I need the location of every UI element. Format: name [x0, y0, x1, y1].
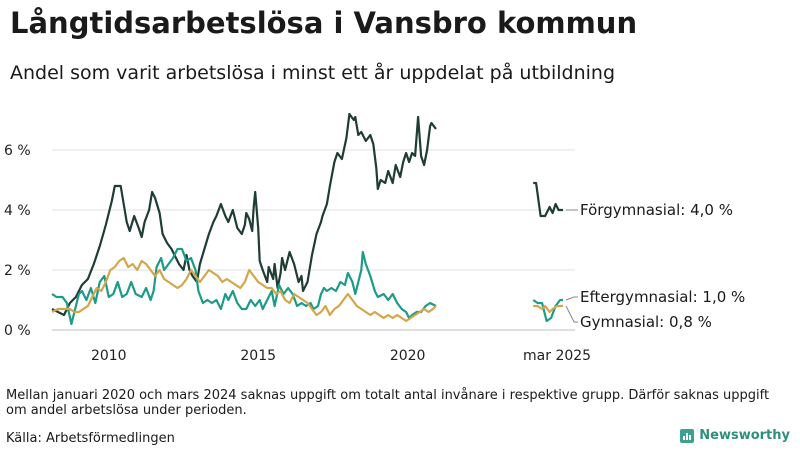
x-axis: 2010 2015 2020 mar 2025 — [91, 348, 591, 364]
series-line-gymnasial — [533, 304, 563, 314]
series-line-gymnasial — [51, 256, 437, 323]
end-label-förgymnasial: Förgymnasial: 4,0 % — [580, 201, 733, 219]
label-leader-line — [565, 296, 579, 301]
series-lines — [51, 112, 563, 326]
y-axis: 0 % 2 % 4 % 6 % — [4, 143, 31, 339]
x-tick-label: mar 2025 — [523, 348, 591, 364]
label-leader-line — [565, 305, 579, 323]
newsworthy-logo: Newsworthy — [680, 428, 790, 443]
series-line-eftergymnasial — [51, 247, 437, 326]
y-tick-label: 4 % — [4, 203, 31, 219]
series-line-förgymnasial — [51, 112, 437, 317]
line-chart: 0 % 2 % 4 % 6 % 2010 2015 2020 mar 2025 Förgym… — [4, 112, 745, 364]
x-tick-label: 2015 — [240, 348, 276, 364]
series-line-förgymnasial — [533, 181, 563, 218]
y-tick-label: 2 % — [4, 263, 31, 279]
x-tick-label: 2020 — [390, 348, 426, 364]
x-tick-label: 2010 — [91, 348, 127, 364]
series-line-eftergymnasial — [532, 298, 563, 323]
series-end-labels: Förgymnasial: 4,0 % Eftergymnasial: 1,0 %… — [565, 201, 745, 331]
bar-chart-icon — [680, 428, 695, 443]
y-tick-label: 0 % — [4, 323, 31, 339]
chart-title: Långtidsarbetslösa i Vansbro kommun — [10, 6, 638, 40]
y-tick-label: 6 % — [4, 143, 31, 159]
source-text: Källa: Arbetsförmedlingen — [6, 431, 175, 446]
footnote: Mellan januari 2020 och mars 2024 saknas… — [6, 388, 770, 418]
brand-name: Newsworthy — [699, 428, 790, 443]
end-label-gymnasial: Gymnasial: 0,8 % — [580, 313, 712, 331]
chart-subtitle: Andel som varit arbetslösa i minst ett å… — [10, 62, 616, 84]
end-label-eftergymnasial: Eftergymnasial: 1,0 % — [580, 288, 745, 306]
gridlines — [52, 149, 575, 331]
